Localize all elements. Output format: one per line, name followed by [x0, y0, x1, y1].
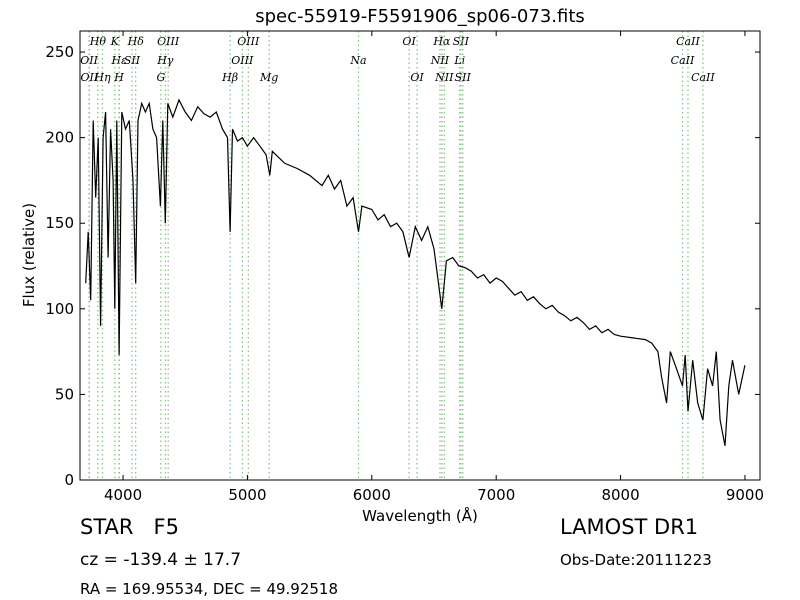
- line-label: Hγ: [156, 54, 174, 67]
- x-axis-label: Wavelength (Å): [362, 506, 478, 525]
- x-tick-label: 7000: [477, 486, 515, 504]
- line-label: CaII: [676, 35, 700, 48]
- line-label: SII: [124, 54, 141, 67]
- line-label: K: [110, 35, 120, 48]
- line-label: OIII: [157, 35, 180, 48]
- line-label: Hθ: [89, 35, 107, 48]
- x-tick-label: 4000: [104, 486, 142, 504]
- x-tick-label: 9000: [726, 486, 764, 504]
- x-tick-label: 6000: [353, 486, 391, 504]
- y-tick-label: 50: [55, 385, 74, 403]
- spectrum: [85, 98, 746, 446]
- redshift: cz = -139.4 ± 17.7: [80, 550, 241, 570]
- x-tick-label: 5000: [228, 486, 266, 504]
- line-label: SII: [453, 35, 470, 48]
- y-tick-label: 100: [45, 300, 74, 318]
- line-label: NII: [434, 71, 454, 84]
- y-tick-label: 250: [45, 43, 74, 61]
- line-label: Hη: [93, 71, 111, 84]
- y-tick-label: 200: [45, 129, 74, 147]
- line-label: Hε: [111, 54, 128, 67]
- line-label: OI: [402, 35, 416, 48]
- plot-frame: [79, 30, 761, 481]
- line-label: Hβ: [221, 71, 238, 84]
- line-label: SII: [455, 71, 472, 84]
- line-label: G: [156, 71, 165, 84]
- line-label: Mg: [259, 71, 278, 84]
- line-label: NII: [430, 54, 450, 67]
- line-label: OIII: [237, 35, 260, 48]
- obs-date: Obs-Date:20111223: [560, 551, 712, 569]
- y-axis-label: Flux (relative): [20, 203, 38, 307]
- line-label: Hδ: [127, 35, 145, 48]
- line-label: H: [113, 71, 124, 84]
- coords: RA = 169.95534, DEC = 49.92518: [80, 580, 338, 598]
- survey: LAMOST DR1: [560, 515, 698, 539]
- class-label: STAR F5: [80, 515, 179, 539]
- line-label: OII: [80, 54, 98, 67]
- x-tick-label: 8000: [601, 486, 639, 504]
- line-label: CaII: [691, 71, 715, 84]
- line-label: OIII: [231, 54, 254, 67]
- y-tick-label: 150: [45, 214, 74, 232]
- line-label: OI: [410, 71, 424, 84]
- line-label: Na: [349, 54, 366, 67]
- line-label: CaII: [671, 54, 695, 67]
- line-label: OII: [80, 71, 98, 84]
- line-label: Hα: [432, 35, 451, 48]
- chart-title: spec-55919-F5591906_sp06-073.fits: [255, 6, 585, 27]
- y-tick-label: 0: [64, 471, 74, 489]
- line-label: Li: [453, 54, 465, 67]
